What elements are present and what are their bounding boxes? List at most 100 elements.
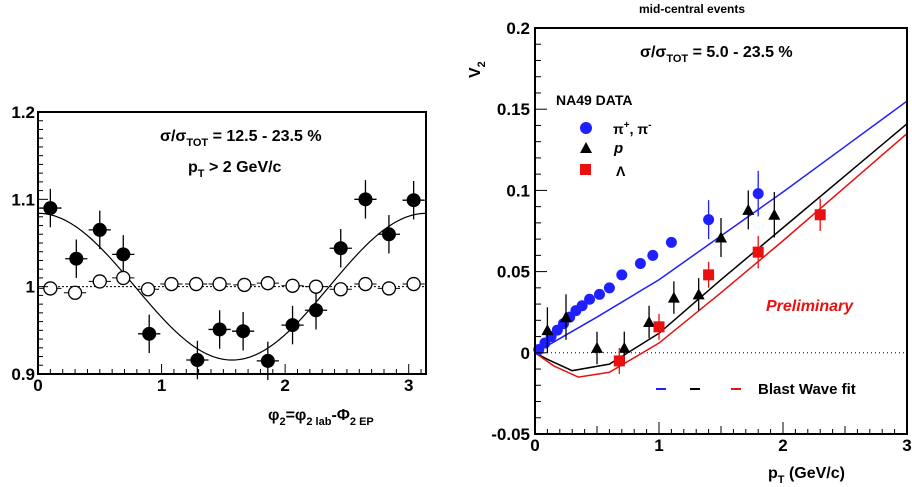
left-filled-point — [212, 322, 227, 337]
left-filled-point — [260, 353, 275, 368]
pion-point — [593, 288, 605, 300]
legend-marker-pion — [580, 122, 592, 134]
proton-point — [541, 324, 554, 336]
legend-label-proton: p — [613, 140, 623, 157]
legend-label-pion: π+, π- — [613, 120, 651, 137]
right-x-axis-label: pT (GeV/c) — [768, 465, 845, 486]
proton-point — [715, 231, 727, 243]
right-y-tick-label: 0.2 — [506, 19, 530, 38]
right-y-tick-label: -0.05 — [491, 425, 530, 444]
left-fit-curve — [37, 212, 427, 361]
right-plot-marks — [533, 100, 908, 378]
right-x-tick-label: 2 — [778, 436, 787, 455]
left-filled-point — [333, 241, 348, 256]
right-y-axis-label: V2 — [467, 61, 488, 78]
left-open-point — [189, 276, 204, 292]
pion-point — [634, 257, 646, 269]
pion-point — [576, 300, 588, 312]
proton-point — [618, 341, 631, 353]
left-open-point — [237, 277, 252, 293]
left-y-tick-label: 1.1 — [11, 190, 35, 209]
lambda-point — [814, 209, 826, 221]
left-open-point — [116, 270, 131, 286]
left-x-axis-label: φ2=φ2 lab-Φ2 EP — [268, 407, 374, 428]
left-axis-ticks: 0 1 2 3 0.9 1 1.1 1.2 — [11, 103, 422, 395]
pion-point — [647, 249, 659, 261]
left-filled-point — [381, 227, 396, 242]
left-filled-point — [285, 318, 300, 333]
left-open-point — [260, 276, 275, 291]
left-y-tick-label: 1 — [26, 278, 35, 297]
left-annotation-centrality: σ/σTOT = 12.5 - 23.5 % — [160, 128, 322, 149]
left-filled-point — [236, 324, 251, 339]
left-open-point — [285, 278, 300, 293]
proton-point — [768, 208, 781, 220]
pion-point — [584, 293, 596, 305]
left-filled-point — [69, 251, 84, 266]
right-y-tick-label: 0.05 — [497, 263, 530, 282]
right-y-tick-label: 0.1 — [506, 181, 530, 200]
lambda-point — [752, 246, 764, 258]
left-plot-marks — [37, 180, 427, 381]
lambda-point — [653, 321, 665, 333]
left-open-point — [406, 276, 421, 292]
left-open-point — [164, 276, 179, 292]
left-x-tick-label: 3 — [404, 376, 413, 395]
legend-marker-proton — [580, 142, 592, 153]
left-open-point — [140, 282, 156, 297]
legend-label-lambda: Λ — [616, 163, 626, 179]
left-y-tick-label: 0.9 — [11, 365, 35, 384]
left-x-tick-label: 2 — [280, 376, 289, 395]
proton-point — [591, 341, 603, 353]
left-open-point — [333, 282, 348, 297]
right-x-tick-label: 3 — [902, 436, 911, 455]
right-plot-frame — [534, 27, 908, 435]
proton-point — [692, 288, 705, 300]
left-open-point — [92, 274, 107, 289]
right-x-tick-label: 0 — [530, 436, 539, 455]
left-x-tick-label: 1 — [157, 376, 166, 395]
left-filled-point — [358, 192, 373, 207]
pion-point — [752, 188, 764, 200]
left-open-point — [308, 279, 324, 294]
pion-point — [703, 214, 715, 226]
proton-point — [560, 311, 572, 323]
left-phi-panel: 0 1 2 3 0.9 1 1.1 1.2 σ/σTOT = 12.5 - 23.5 % pT… — [11, 103, 427, 428]
left-filled-point — [116, 247, 131, 262]
left-open-point — [381, 281, 397, 296]
pion-point — [665, 236, 677, 248]
left-open-point — [212, 276, 227, 292]
preliminary-label: Preliminary — [766, 298, 854, 315]
left-filled-point — [406, 193, 421, 208]
pion-point — [603, 282, 615, 294]
legend-marker-lambda — [580, 164, 591, 175]
right-annotation-centrality: σ/σTOT = 5.0 - 23.5 % — [640, 44, 793, 65]
right-annotation-data-source: NA49 DATA — [556, 92, 633, 108]
left-open-point — [43, 281, 58, 296]
left-filled-point — [43, 201, 58, 216]
right-y-tick-label: 0 — [521, 344, 530, 363]
proton-point — [742, 203, 755, 215]
right-x-tick-label: 1 — [654, 436, 663, 455]
right-y-tick-label: 0.15 — [497, 100, 530, 119]
fit-legend: Blast Wave fit — [656, 381, 856, 398]
pion-point — [616, 269, 628, 281]
left-x-tick-label: 0 — [33, 376, 42, 395]
blast-wave-fit-curve — [534, 132, 908, 378]
legend: π+, π- p Λ — [580, 120, 651, 179]
proton-point — [667, 291, 680, 303]
left-open-point — [67, 285, 83, 300]
right-chart-title: mid-central events — [639, 2, 745, 16]
left-plot-frame — [37, 111, 427, 375]
proton-point — [643, 315, 656, 327]
left-annotation-pt-cut: pT > 2 GeV/c — [188, 159, 282, 180]
left-filled-point — [142, 326, 157, 341]
lambda-point — [703, 269, 715, 281]
fit-legend-label: Blast Wave fit — [758, 381, 856, 398]
left-filled-point — [92, 222, 107, 237]
left-y-tick-label: 1.2 — [11, 103, 35, 122]
left-filled-point — [309, 303, 324, 318]
left-open-point — [358, 276, 373, 292]
